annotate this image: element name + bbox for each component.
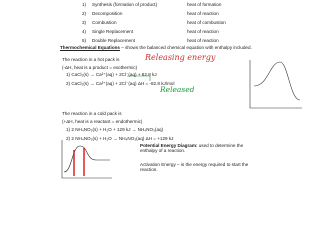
hot-note: (-ΔH, heat is a product = exothermic) bbox=[62, 65, 138, 70]
cold-note: (+ΔH, heat is a reactant = endothermic) bbox=[62, 119, 143, 124]
equation: 2) CaCl₂(s) → Ca²⁺(aq) + 2Cl⁻(aq) ΔH = -… bbox=[66, 81, 175, 86]
text: used to determine the enthalpy of a reac… bbox=[140, 143, 244, 153]
list-number: 1) bbox=[82, 2, 87, 7]
list-name: Double Replacement bbox=[92, 38, 135, 43]
equation: 2) 2 NH₄NO₃(s) + H₂O → NH₄NO₃(aq) ΔH = +… bbox=[66, 136, 174, 141]
definition: Thermochemical Equations – shows the bal… bbox=[60, 45, 252, 50]
hot-curve bbox=[253, 61, 301, 101]
list-number: 2) bbox=[82, 11, 87, 16]
list-heat: heat of reaction bbox=[187, 11, 219, 16]
list-name: Single Replacement bbox=[92, 29, 134, 34]
red-marks bbox=[73, 148, 85, 176]
list-heat: heat of reaction bbox=[187, 29, 219, 34]
green-box bbox=[127, 75, 151, 81]
text: – shows the balanced chemical equation w… bbox=[121, 45, 252, 50]
list-number: 4) bbox=[82, 29, 87, 34]
list-heat: heat of combustion bbox=[187, 20, 226, 25]
term: Potential Energy Diagram: bbox=[140, 143, 198, 148]
hot-intro: The reaction in a hot pack is bbox=[62, 57, 120, 62]
cold-axes bbox=[61, 140, 112, 179]
term: Thermochemical Equations bbox=[60, 45, 120, 50]
list-name: Synthesis (formation of product) bbox=[92, 2, 158, 7]
equation: 1) 2 NH₄NO₃(s) + H₂O + 129 kJ → NH₄NO₃(a… bbox=[66, 127, 164, 132]
equation: 1) CaCl₂(s) → Ca²⁺(aq) + 2Cl⁻(aq) + 82.8… bbox=[66, 72, 157, 77]
hot-axes bbox=[249, 60, 302, 109]
list-heat: heat of reaction bbox=[187, 38, 219, 43]
list-heat: heat of formation bbox=[187, 2, 222, 7]
handwriting: Releasing energy bbox=[145, 53, 216, 62]
cold-curve bbox=[63, 145, 110, 173]
activation-note: Activation Energy – is the energy requir… bbox=[140, 162, 249, 172]
drawings bbox=[61, 60, 302, 179]
page: 1) Synthesis (formation of product) heat o… bbox=[60, 2, 302, 179]
handwriting: Released bbox=[160, 85, 195, 94]
list-number: 3) bbox=[82, 20, 87, 25]
list-name: Combustion bbox=[92, 20, 117, 25]
diagram-note: Potential Energy Diagram: used to determ… bbox=[140, 143, 250, 153]
list-number: 5) bbox=[82, 38, 87, 43]
list-name: Decomposition bbox=[92, 11, 123, 16]
cold-intro: The reaction in a cold pack is bbox=[62, 111, 122, 116]
